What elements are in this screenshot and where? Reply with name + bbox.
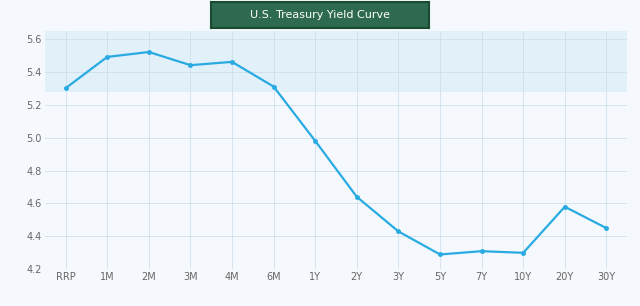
Bar [45, 31, 627, 91]
Text: U.S. Treasury Yield Curve: U.S. Treasury Yield Curve [250, 9, 390, 20]
